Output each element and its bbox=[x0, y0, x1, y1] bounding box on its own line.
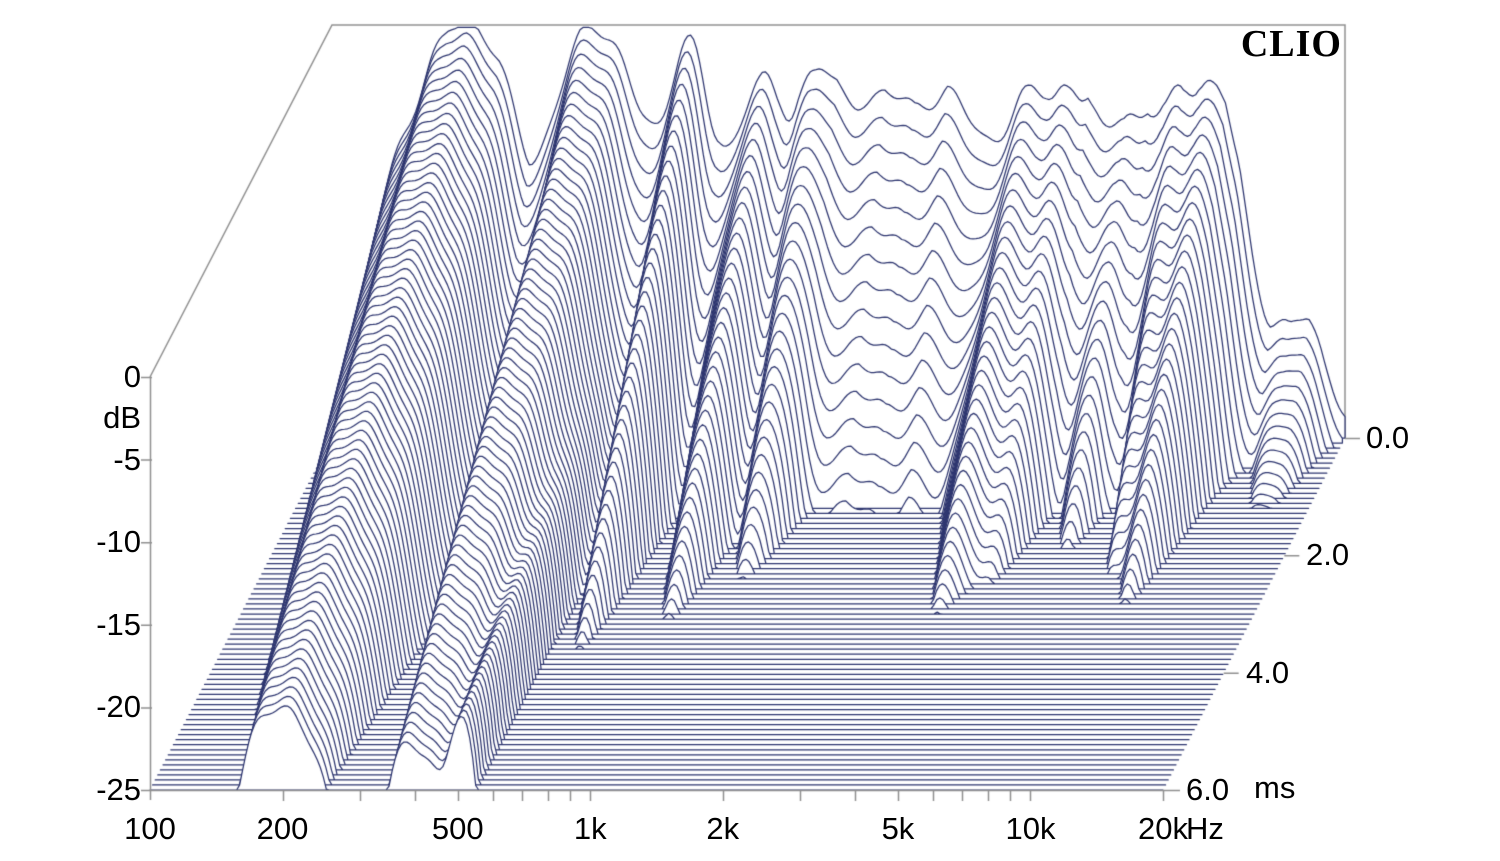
time-tick-label: 0.0 bbox=[1366, 420, 1410, 455]
db-tick-label: -15 bbox=[96, 606, 141, 642]
freq-axis-unit: Hz bbox=[1186, 811, 1224, 846]
freq-tick-label: 200 bbox=[256, 811, 309, 846]
db-tick-label: 0 bbox=[123, 359, 141, 394]
freq-tick-label: 10k bbox=[1005, 811, 1056, 846]
time-tick-label: 2.0 bbox=[1306, 537, 1350, 573]
freq-tick-label: 2k bbox=[706, 811, 740, 846]
freq-tick-label: 20k bbox=[1138, 811, 1188, 846]
freq-tick-label: 500 bbox=[431, 811, 484, 846]
freq-tick-label: 100 bbox=[124, 811, 176, 846]
db-axis-title: dB bbox=[103, 400, 141, 435]
time-tick-label: 4.0 bbox=[1246, 654, 1290, 690]
freq-tick-label: 5k bbox=[881, 811, 915, 846]
db-tick-label: -25 bbox=[96, 772, 141, 807]
clio-logo: CLIO bbox=[1240, 23, 1342, 65]
db-tick-label: -20 bbox=[96, 689, 141, 725]
time-tick-label: 6.0 bbox=[1186, 772, 1230, 807]
db-tick-label: -10 bbox=[96, 524, 141, 560]
freq-tick-label: 1k bbox=[573, 811, 607, 846]
db-tick-label: -5 bbox=[113, 441, 141, 477]
time-axis-unit: ms bbox=[1254, 770, 1296, 805]
